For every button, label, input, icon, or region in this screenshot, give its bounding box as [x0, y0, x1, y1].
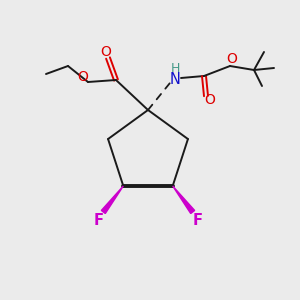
Polygon shape	[173, 186, 195, 214]
Text: H: H	[170, 62, 180, 76]
Text: F: F	[193, 214, 203, 229]
Polygon shape	[101, 186, 123, 214]
Text: N: N	[169, 71, 180, 86]
Text: F: F	[93, 214, 103, 229]
Text: O: O	[205, 93, 215, 107]
Text: O: O	[100, 45, 111, 59]
Text: O: O	[78, 70, 88, 84]
Text: O: O	[226, 52, 237, 66]
